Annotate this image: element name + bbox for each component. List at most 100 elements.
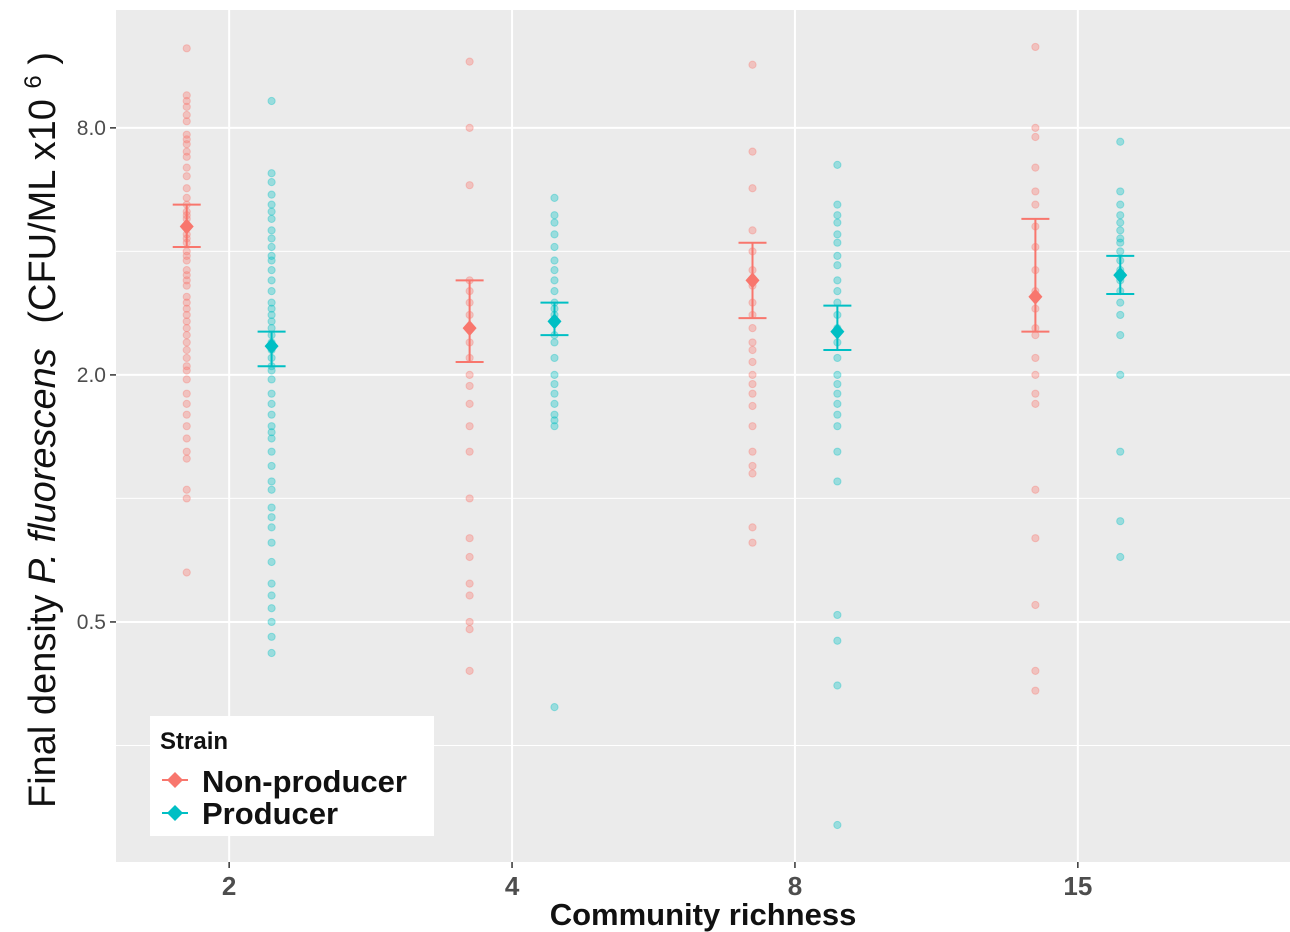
data-point-non-producer (182, 331, 191, 340)
data-point-non-producer (748, 184, 757, 193)
data-point-producer (1116, 200, 1125, 209)
data-point-non-producer (748, 389, 757, 398)
data-point-producer (550, 242, 559, 252)
data-point-producer (550, 338, 559, 347)
data-point-producer (267, 389, 276, 398)
data-point-producer (267, 523, 276, 532)
data-point-producer (1116, 137, 1125, 146)
data-point-non-producer (182, 256, 191, 265)
data-point-producer (833, 261, 842, 270)
data-point-producer (1116, 310, 1125, 320)
data-point-producer (833, 276, 842, 285)
data-point-producer (1116, 226, 1125, 235)
data-point-non-producer (182, 172, 191, 181)
data-point-producer (1116, 447, 1125, 456)
data-point-non-producer (182, 152, 191, 161)
data-point-non-producer (182, 410, 191, 419)
data-point-non-producer (465, 625, 474, 634)
data-point-producer (833, 399, 842, 408)
data-point-non-producer (748, 379, 757, 389)
data-point-producer (267, 461, 276, 471)
data-point-non-producer (1031, 399, 1040, 408)
data-point-producer (833, 200, 842, 209)
data-point-non-producer (748, 338, 757, 347)
data-point-producer (833, 820, 842, 830)
data-point-producer (267, 447, 276, 456)
data-point-non-producer (182, 345, 191, 355)
data-point-non-producer (1031, 187, 1040, 196)
y-axis-title-species: P. fluorescens (22, 348, 64, 584)
data-point-producer (267, 632, 276, 641)
data-point-non-producer (465, 534, 474, 543)
data-point-producer (550, 276, 559, 285)
data-point-non-producer (182, 310, 191, 320)
data-point-producer (267, 579, 276, 588)
data-point-non-producer (182, 568, 191, 577)
data-point-non-producer (182, 375, 191, 384)
data-point-non-producer (748, 523, 757, 532)
data-point-non-producer (465, 494, 474, 503)
data-point-non-producer (1031, 485, 1040, 494)
data-point-non-producer (465, 370, 474, 380)
data-point-non-producer (465, 447, 474, 456)
data-point-non-producer (465, 399, 474, 408)
data-point-producer (833, 218, 842, 227)
data-point-non-producer (182, 454, 191, 463)
data-point-producer (833, 230, 842, 239)
data-point-non-producer (182, 281, 191, 290)
mean-marker-producer (547, 313, 562, 330)
data-point-producer (1116, 552, 1125, 562)
data-point-producer (267, 310, 276, 320)
data-point-non-producer (1031, 600, 1040, 610)
data-point-non-producer (748, 447, 757, 456)
legend-title: Strain (160, 728, 228, 755)
data-point-non-producer (1031, 123, 1040, 132)
data-point-producer (550, 399, 559, 408)
data-point-non-producer (182, 102, 191, 111)
data-point-producer (267, 298, 276, 307)
legend-entry-non-producer: Non-producer (162, 764, 407, 799)
data-point-producer (267, 242, 276, 252)
legend-box (150, 716, 434, 836)
data-point-non-producer (182, 317, 191, 326)
data-point-non-producer (748, 324, 757, 333)
data-point-producer (550, 211, 559, 220)
data-point-producer (267, 190, 276, 199)
y-tick-label: 2.0 (77, 364, 106, 387)
mean-marker-non-producer (1028, 288, 1043, 305)
data-point-producer (833, 422, 842, 431)
data-point-producer (550, 287, 559, 296)
data-point-producer (833, 238, 842, 247)
data-point-producer (833, 447, 842, 456)
data-point-producer (833, 410, 842, 419)
x-tick-label: 4 (505, 871, 520, 901)
data-point-non-producer (182, 366, 191, 375)
data-point-producer (267, 375, 276, 384)
data-point-producer (1116, 218, 1125, 227)
data-point-producer (267, 214, 276, 223)
data-point-producer (267, 538, 276, 547)
data-point-producer (833, 681, 842, 690)
x-axis-ticks: 2 4 8 15 (222, 862, 1092, 901)
x-axis-title: Community richness (550, 897, 857, 932)
mean-marker-non-producer (179, 218, 194, 235)
data-point-producer (267, 96, 276, 106)
data-point-non-producer (182, 193, 191, 203)
mean-markers (179, 218, 1128, 355)
data-point-producer (833, 477, 842, 486)
y-tick-label: 8.0 (77, 117, 106, 140)
data-point-producer (833, 160, 842, 169)
data-point-producer (550, 422, 559, 431)
data-point-non-producer (182, 353, 191, 363)
data-point-producer (267, 234, 276, 243)
data-point-non-producer (182, 91, 191, 100)
data-point-non-producer (465, 381, 474, 391)
legend-label-producer: Producer (202, 796, 338, 831)
data-point-producer (267, 178, 276, 187)
legend: Strain Non-producer Producer (150, 716, 434, 836)
data-point-non-producer (182, 117, 191, 126)
data-point-producer (1116, 211, 1125, 220)
data-point-producer (550, 266, 559, 275)
data-point-producer (267, 317, 276, 326)
